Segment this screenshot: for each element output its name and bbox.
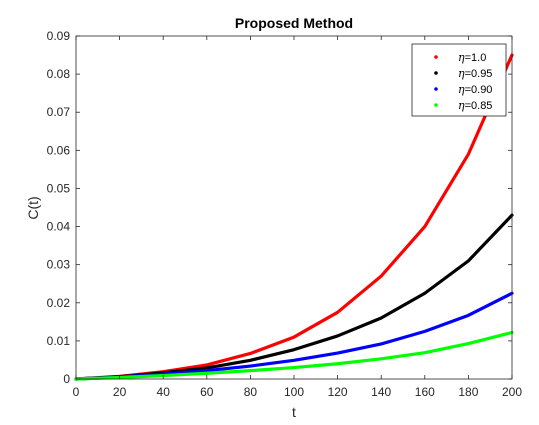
y-tick-label: 0.03 [47, 258, 71, 272]
legend-value: =0.90 [465, 84, 493, 96]
y-tick-label: 0.02 [47, 296, 71, 310]
y-tick-label: 0.09 [47, 29, 71, 43]
x-tick-label: 140 [371, 385, 391, 399]
ticks-layer: 0 20 40 60 80 100 120 140 160 180 200 0 0.01 0.02 0.03… [47, 29, 523, 399]
x-tick-label: 40 [157, 385, 171, 399]
x-axis-label: t [292, 404, 296, 420]
legend-eta-symbol: η [458, 99, 465, 112]
legend-marker-2 [434, 71, 438, 75]
legend-eta-symbol: η [458, 67, 465, 80]
x-tick-label: 60 [200, 385, 214, 399]
y-tick-label: 0 [63, 372, 70, 386]
series-line-4 [74, 330, 514, 381]
legend-marker-4 [434, 103, 438, 107]
legend-value: =0.85 [465, 100, 493, 112]
chart-title: Proposed Method [235, 15, 353, 31]
legend-entry-2: η=0.95 [458, 67, 492, 80]
x-tick-label: 180 [458, 385, 478, 399]
x-tick-label: 20 [113, 385, 127, 399]
y-tick-label: 0.01 [47, 334, 71, 348]
x-tick-label: 100 [284, 385, 304, 399]
y-tick-label: 0.04 [47, 220, 71, 234]
legend-eta-symbol: η [458, 51, 465, 64]
legend: η=1.0η=0.95η=0.90η=0.85 [411, 43, 507, 117]
x-tick-label: 160 [415, 385, 435, 399]
y-axis-label: C(t) [25, 196, 41, 219]
y-tick-label: 0.05 [47, 181, 71, 195]
legend-value: =1.0 [465, 52, 487, 64]
legend-entry-1: η=1.0 [458, 51, 486, 64]
x-tick-label: 200 [502, 385, 522, 399]
y-tick-label: 0.07 [47, 105, 71, 119]
legend-box [411, 43, 507, 117]
legend-marker-1 [434, 55, 438, 59]
legend-entry-3: η=0.90 [458, 83, 492, 96]
legend-entry-4: η=0.85 [458, 99, 492, 112]
x-tick-label: 0 [73, 385, 80, 399]
x-tick-label: 120 [328, 385, 348, 399]
series-layer [74, 53, 514, 381]
legend-marker-3 [434, 87, 438, 91]
legend-eta-symbol: η [458, 83, 465, 96]
y-tick-label: 0.06 [47, 143, 71, 157]
y-tick-label: 0.08 [47, 67, 71, 81]
x-tick-label: 80 [244, 385, 258, 399]
legend-value: =0.95 [465, 68, 493, 80]
